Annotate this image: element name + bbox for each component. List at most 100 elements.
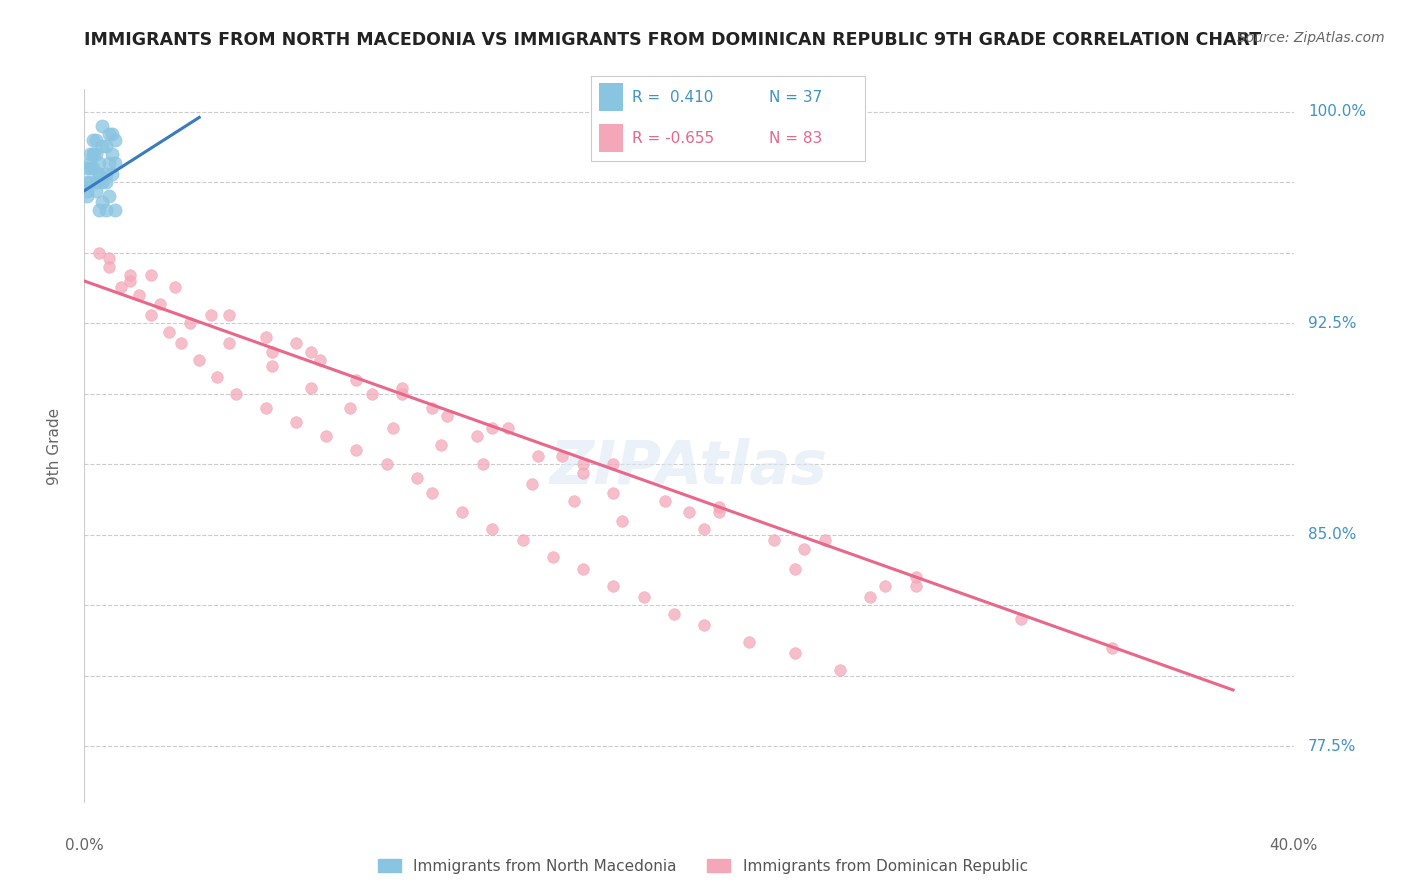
Point: [86, 133, 108, 147]
Point: [562, 494, 585, 508]
Text: 92.5%: 92.5%: [1308, 316, 1357, 331]
Point: [299, 381, 322, 395]
Text: 40.0%: 40.0%: [1270, 838, 1317, 854]
Point: [430, 437, 453, 451]
Point: [309, 353, 332, 368]
Point: [97, 260, 120, 274]
Point: [451, 505, 474, 519]
Point: [91, 175, 114, 189]
Point: [783, 646, 806, 660]
Point: [346, 443, 368, 458]
Point: [520, 477, 543, 491]
Point: [82, 133, 104, 147]
Point: [94, 138, 117, 153]
Point: [139, 308, 162, 322]
Point: [762, 533, 785, 548]
Point: [76, 175, 98, 189]
Point: [633, 590, 655, 604]
Point: [104, 133, 127, 147]
Text: 77.5%: 77.5%: [1308, 739, 1357, 754]
Point: [104, 203, 127, 218]
Point: [360, 387, 382, 401]
Point: [76, 184, 98, 198]
Point: [97, 189, 120, 203]
Point: [97, 155, 120, 169]
Point: [97, 252, 120, 266]
Point: [904, 579, 927, 593]
Point: [391, 387, 413, 401]
Point: [612, 514, 634, 528]
Point: [86, 147, 108, 161]
Text: 100.0%: 100.0%: [1308, 104, 1367, 120]
Point: [128, 288, 150, 302]
Point: [79, 155, 101, 169]
Point: [110, 279, 132, 293]
Point: [79, 147, 101, 161]
Point: [512, 533, 534, 548]
Point: [709, 500, 731, 514]
Point: [79, 175, 101, 189]
Bar: [599, 84, 623, 112]
Point: [260, 359, 283, 373]
Text: ZIPAtlas: ZIPAtlas: [550, 438, 828, 497]
Point: [91, 119, 114, 133]
Point: [284, 415, 308, 429]
Legend: Immigrants from North Macedonia, Immigrants from Dominican Republic: Immigrants from North Macedonia, Immigra…: [373, 853, 1033, 880]
Text: R =  0.410: R = 0.410: [631, 90, 713, 105]
Point: [118, 268, 141, 283]
Point: [551, 449, 574, 463]
Point: [91, 138, 114, 153]
Point: [381, 420, 404, 434]
Point: [82, 147, 104, 161]
Point: [225, 387, 247, 401]
Point: [100, 167, 122, 181]
Point: [436, 409, 458, 424]
Point: [572, 458, 595, 472]
Text: Source: ZipAtlas.com: Source: ZipAtlas.com: [1237, 31, 1385, 45]
Point: [859, 590, 882, 604]
Point: [602, 485, 624, 500]
Point: [693, 522, 716, 536]
Point: [904, 570, 927, 584]
Point: [118, 274, 141, 288]
Point: [89, 245, 111, 260]
Point: [875, 579, 897, 593]
Point: [339, 401, 361, 415]
Point: [94, 203, 117, 218]
Point: [481, 522, 503, 536]
Point: [104, 155, 127, 169]
Point: [420, 485, 443, 500]
Point: [218, 308, 240, 322]
Point: [82, 147, 104, 161]
Point: [86, 175, 108, 189]
Point: [179, 316, 201, 330]
Point: [602, 458, 624, 472]
Point: [100, 147, 122, 161]
Point: [467, 429, 489, 443]
Point: [738, 635, 761, 649]
Point: [662, 607, 685, 621]
Point: [94, 175, 117, 189]
Point: [200, 308, 222, 322]
Point: [654, 494, 676, 508]
Point: [693, 618, 716, 632]
Point: [472, 458, 495, 472]
Point: [481, 420, 503, 434]
Text: N = 37: N = 37: [769, 90, 823, 105]
Point: [94, 167, 117, 181]
Point: [157, 325, 180, 339]
Point: [1010, 612, 1032, 626]
Point: [82, 161, 104, 176]
Point: [89, 155, 111, 169]
Point: [572, 466, 595, 480]
Point: [188, 353, 211, 368]
Point: [830, 663, 852, 677]
Point: [315, 429, 337, 443]
Point: [163, 279, 186, 293]
Point: [284, 336, 308, 351]
Point: [709, 505, 731, 519]
Point: [97, 128, 120, 142]
Point: [406, 471, 429, 485]
Point: [207, 370, 229, 384]
Point: [254, 401, 277, 415]
